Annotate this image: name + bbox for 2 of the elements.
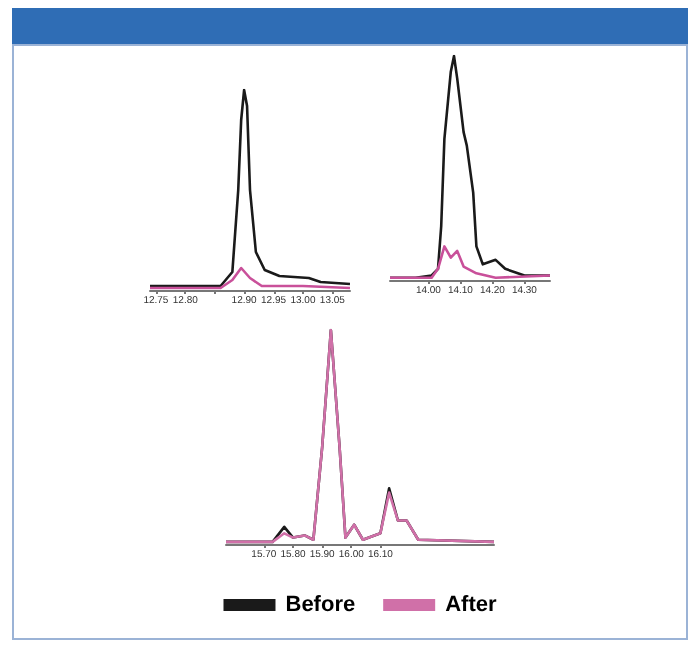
legend-label: Before (285, 593, 356, 617)
legend-label: After (445, 593, 498, 617)
